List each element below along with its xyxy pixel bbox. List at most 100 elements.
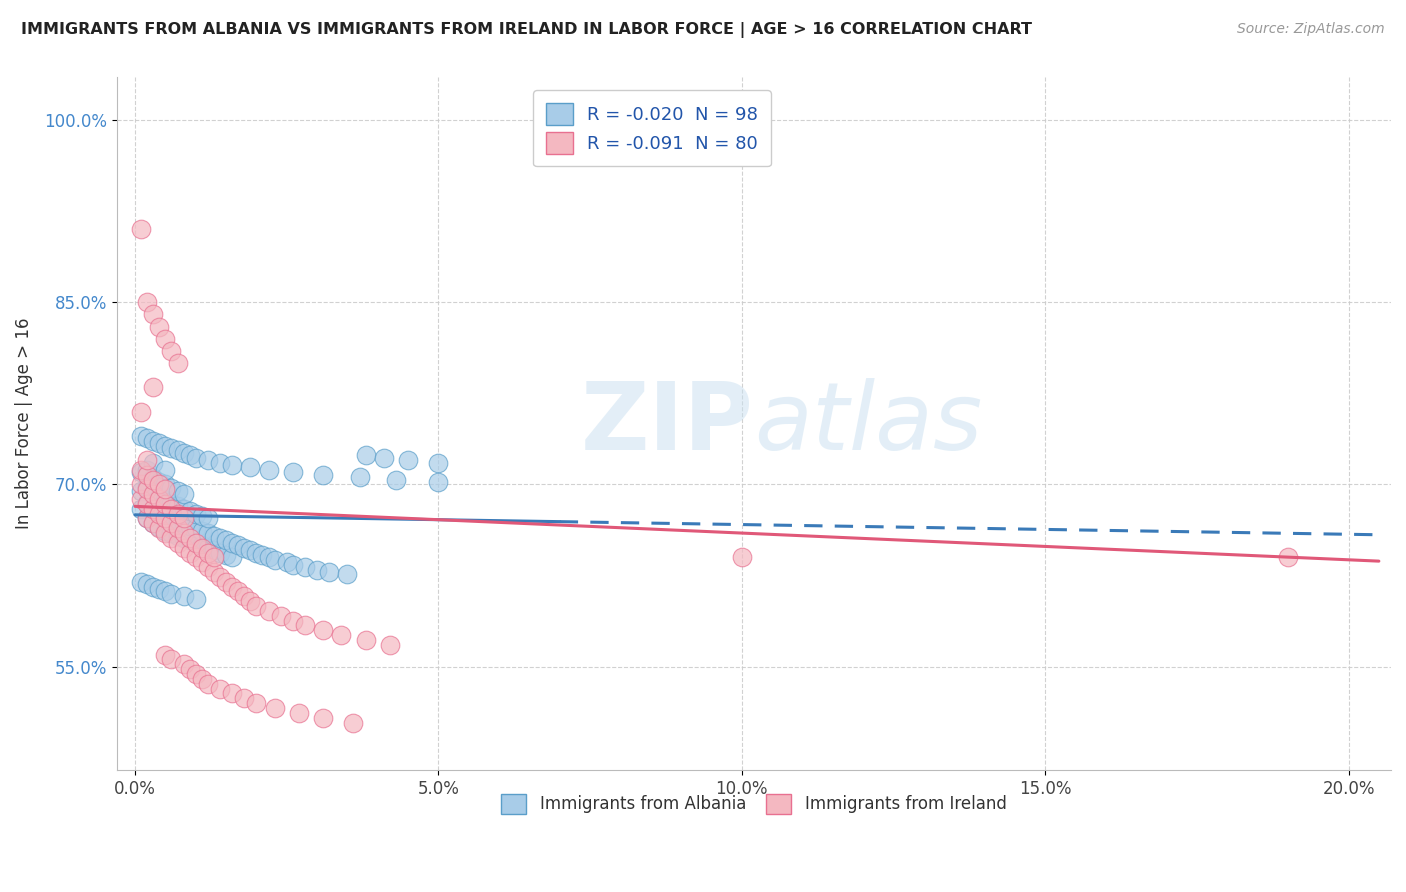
Point [155,526,177,541]
Point [173,541,195,555]
Point [129,483,152,498]
Point [166,500,188,514]
Point [202,543,225,558]
Point [197,526,219,541]
Point [318,565,340,579]
Point [148,475,170,489]
Point [136,577,159,591]
Point [263,553,285,567]
Point [136,463,159,477]
Text: IMMIGRANTS FROM ALBANIA VS IMMIGRANTS FROM IRELAND IN LABOR FORCE | AGE > 16 COR: IMMIGRANTS FROM ALBANIA VS IMMIGRANTS FR… [21,22,1032,38]
Point [312,711,335,725]
Point [160,526,183,541]
Point [184,550,207,565]
Point [184,521,207,535]
Point [184,507,207,521]
Point [208,545,231,559]
Point [148,507,170,521]
Point [166,356,188,370]
Point [160,441,183,455]
Point [202,550,225,565]
Point [129,463,152,477]
Point [396,453,419,467]
Point [215,574,238,589]
Point [129,491,152,506]
Point [257,604,280,618]
Point [173,487,195,501]
Point [136,483,159,497]
Point [336,567,359,582]
Point [129,501,152,516]
Point [179,545,201,559]
Point [160,652,183,666]
Point [208,681,231,696]
Text: Source: ZipAtlas.com: Source: ZipAtlas.com [1237,22,1385,37]
Point [330,628,353,642]
Point [263,701,285,715]
Point [221,550,243,565]
Point [233,589,256,603]
Point [184,536,207,550]
Text: ZIP: ZIP [581,377,754,470]
Point [427,475,450,489]
Point [307,562,329,576]
Point [197,541,219,555]
Point [129,574,152,589]
Point [191,555,214,569]
Point [136,453,159,467]
Point [354,448,377,462]
Point [142,456,165,470]
Point [155,524,177,538]
Point [148,582,170,596]
Point [173,657,195,672]
Point [221,686,243,700]
Point [148,490,170,504]
Point [294,560,316,574]
Point [166,521,188,535]
Point [233,541,256,555]
Point [191,672,214,686]
Point [427,456,450,470]
Point [129,222,152,236]
Point [136,511,159,525]
Point [385,473,408,487]
Point [239,543,262,558]
Point [160,511,183,525]
Point [226,584,249,599]
Point [173,531,195,545]
Point [191,541,214,555]
Point [173,501,195,516]
Point [288,706,311,720]
Point [129,477,152,491]
Point [179,662,201,676]
Point [142,471,165,485]
Point [142,516,165,531]
Point [166,507,188,521]
Point [136,511,159,525]
Point [239,594,262,608]
Point [221,580,243,594]
Point [197,560,219,574]
Point [155,463,177,477]
Point [142,501,165,516]
Point [184,450,207,465]
Point [173,526,195,541]
Point [221,536,243,550]
Point [349,470,371,484]
Point [155,439,177,453]
Point [281,614,304,628]
Point [270,608,292,623]
Point [239,460,262,475]
Point [148,491,170,506]
Point [136,496,159,510]
Point [197,545,219,559]
Point [191,538,214,552]
Point [142,434,165,448]
Point [136,480,159,494]
Point [184,536,207,550]
Point [155,497,177,511]
Point [252,548,274,562]
Point [294,618,316,632]
Point [215,533,238,548]
Point [173,446,195,460]
